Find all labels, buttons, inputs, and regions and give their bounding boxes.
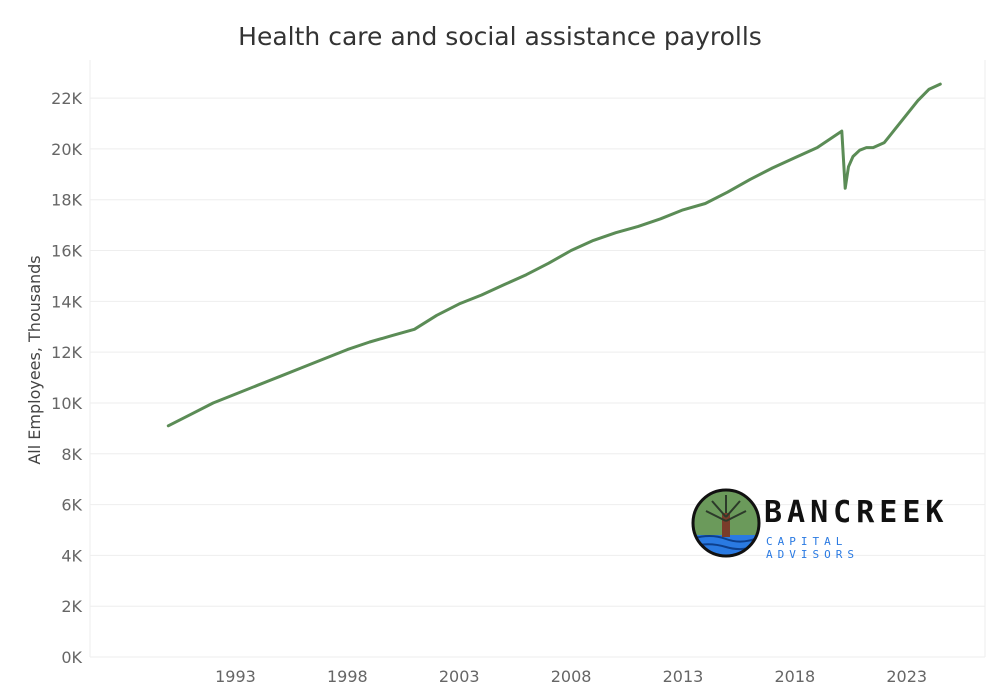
y-tick-label: 8K xyxy=(61,445,82,464)
y-tick-label: 6K xyxy=(61,496,82,515)
x-tick-label: 1998 xyxy=(327,667,368,686)
y-axis-label: All Employees, Thousands xyxy=(25,255,44,464)
y-tick-label: 10K xyxy=(51,394,82,413)
chart-title: Health care and social assistance payrol… xyxy=(238,22,762,51)
y-tick-label: 14K xyxy=(51,292,82,311)
x-tick-label: 2003 xyxy=(439,667,480,686)
x-tick-label: 1993 xyxy=(215,667,256,686)
y-tick-label: 2K xyxy=(61,597,82,616)
logo-tagline: CAPITAL ADVISORS xyxy=(766,535,859,561)
x-tick-label: 2008 xyxy=(551,667,592,686)
x-tick-label: 2023 xyxy=(886,667,927,686)
y-tick-label: 22K xyxy=(51,89,82,108)
y-tick-label: 12K xyxy=(51,343,82,362)
gridlines xyxy=(89,60,986,658)
x-tick-label: 2018 xyxy=(774,667,815,686)
bancreek-logo: BANCREEK CAPITAL ADVISORS xyxy=(690,487,950,561)
y-tick-label: 20K xyxy=(51,140,82,159)
series-layer xyxy=(166,82,942,428)
y-tick-label: 16K xyxy=(51,242,82,261)
y-axis-ticks: 0K 2K 4K 6K 8K 10K 12K 14K 16K 18K 20K 22K xyxy=(51,89,82,667)
x-axis-ticks: 1993 1998 2003 2008 2013 2018 2023 xyxy=(215,667,927,686)
y-tick-label: 0K xyxy=(61,648,82,667)
y-tick-label: 18K xyxy=(51,191,82,210)
y-tick-label: 4K xyxy=(61,546,82,565)
logo-name: BANCREEK xyxy=(764,495,949,530)
series-line xyxy=(166,82,942,428)
x-tick-label: 2013 xyxy=(663,667,704,686)
tree-logo-icon xyxy=(691,488,761,558)
